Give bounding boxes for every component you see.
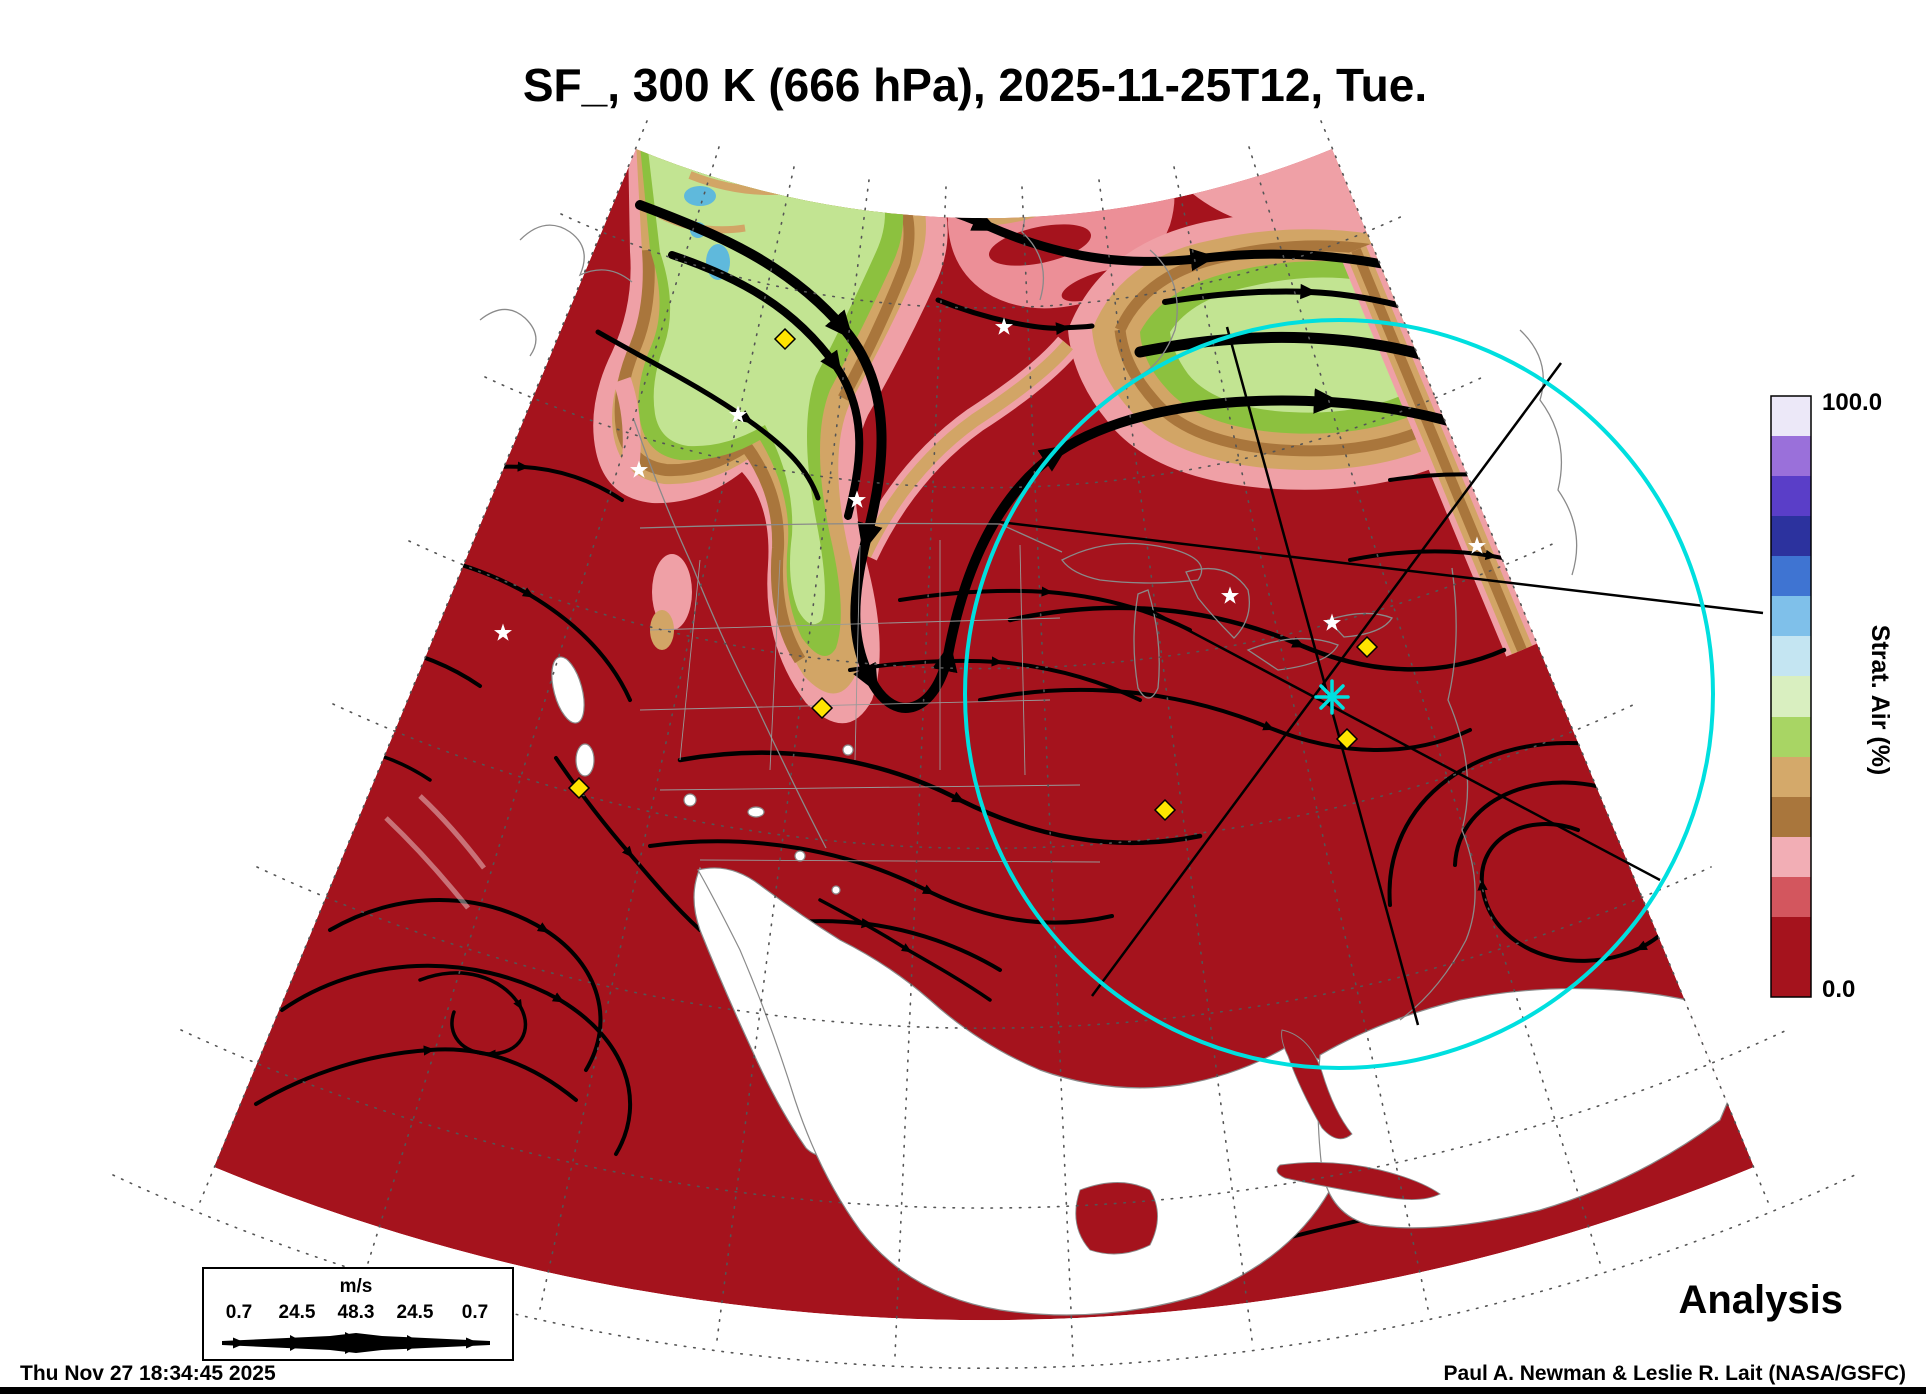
cross-section-line bbox=[990, 519, 1764, 615]
range-circle bbox=[963, 318, 1715, 1070]
cross-section-lines bbox=[990, 326, 1764, 1026]
wind-legend-value: 0.7 bbox=[462, 1302, 488, 1323]
colorbar: 100.0 0.0 Strat. Air (%) bbox=[1770, 389, 1894, 1003]
wind-legend-value: 0.7 bbox=[226, 1302, 252, 1323]
wind-legend-arrow-glyph bbox=[222, 1332, 490, 1354]
cross-section-line bbox=[1090, 362, 1563, 997]
wind-speed-legend: m/s 0.7 24.5 48.3 24.5 0.7 bbox=[202, 1267, 514, 1361]
footer-credit: Paul A. Newman & Leslie R. Lait (NASA/GS… bbox=[1444, 1362, 1906, 1385]
cross-section-line bbox=[1225, 326, 1420, 1026]
center-star-marker bbox=[1314, 679, 1350, 715]
wind-legend-value: 24.5 bbox=[397, 1302, 434, 1323]
wind-legend-value: 24.5 bbox=[279, 1302, 316, 1323]
colorbar-min-label: 0.0 bbox=[1822, 976, 1855, 1003]
cloud-streaks bbox=[384, 794, 486, 910]
map-interior bbox=[214, 149, 1754, 1321]
cross-section-line bbox=[1149, 608, 1661, 882]
outer-coastlines bbox=[479, 224, 1578, 576]
state-borders-layer bbox=[639, 540, 1101, 863]
wind-legend-units: m/s bbox=[340, 1276, 373, 1297]
footer-timestamp: Thu Nov 27 18:34:45 2025 bbox=[20, 1362, 276, 1385]
analysis-label: Analysis bbox=[1678, 1278, 1843, 1322]
bottom-edge-bar bbox=[0, 1387, 1926, 1394]
page-title: SF_, 300 K (666 hPa), 2025-11-25T12, Tue… bbox=[523, 59, 1427, 111]
colorbar-max-label: 100.0 bbox=[1822, 389, 1882, 416]
land-overlays bbox=[1075, 1029, 1441, 1255]
colorbar-axis-label: Strat. Air (%) bbox=[1866, 625, 1894, 775]
colorbar-frame bbox=[1770, 395, 1812, 998]
wind-legend-value: 48.3 bbox=[338, 1302, 375, 1323]
